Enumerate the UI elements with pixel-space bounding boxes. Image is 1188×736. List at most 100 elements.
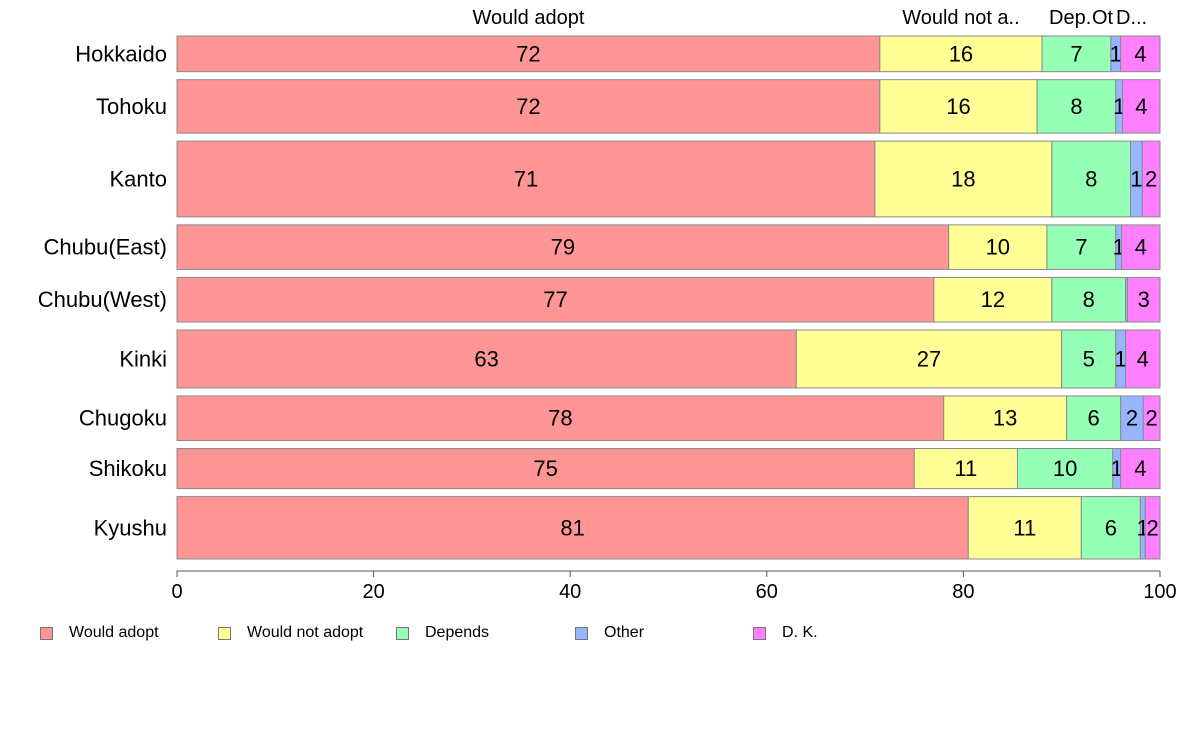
- data-label: 72: [516, 41, 540, 66]
- legend: Would adopt Would not adopt Depends Othe…: [0, 624, 1188, 648]
- data-label: 71: [514, 167, 538, 192]
- top-series-label: Would not a..: [902, 7, 1019, 29]
- x-tick-label: 80: [952, 581, 974, 603]
- bar-segment: [795, 329, 1063, 389]
- category-label: Kanto: [110, 167, 168, 192]
- bar-segment: [1141, 140, 1161, 218]
- data-label: 7: [1070, 41, 1082, 66]
- legend-item-depends: Depends: [396, 624, 489, 642]
- data-label: 79: [551, 235, 575, 260]
- bar-segment: [1036, 79, 1117, 134]
- category-label: Chugoku: [79, 406, 167, 431]
- x-tick-label: 20: [362, 581, 384, 603]
- data-label: 27: [917, 346, 941, 371]
- data-label: 18: [951, 167, 975, 192]
- legend-label: Would adopt: [69, 624, 159, 641]
- bar-segment: [1121, 224, 1161, 270]
- bar-segment: [1122, 79, 1161, 134]
- category-label: Chubu(West): [38, 287, 167, 312]
- data-label: 2: [1126, 406, 1138, 431]
- bar-segment: [1127, 276, 1161, 323]
- bar-segment: [1061, 329, 1117, 389]
- bar-segment: [176, 224, 950, 270]
- data-label: 10: [986, 235, 1010, 260]
- bar-segment: [1041, 35, 1112, 73]
- data-label: 81: [560, 515, 584, 540]
- legend-label: Other: [604, 624, 645, 641]
- bar-segment: [176, 79, 881, 134]
- data-label: 75: [533, 456, 557, 481]
- data-label: 11: [1013, 515, 1036, 540]
- top-series-label: Would adopt: [472, 7, 584, 29]
- data-label: 2: [1145, 167, 1157, 192]
- bar-segment: [1046, 224, 1117, 270]
- category-label: Tohoku: [96, 94, 167, 119]
- data-label: 5: [1083, 346, 1095, 371]
- bar-segment: [176, 35, 881, 73]
- x-tick-label: 100: [1143, 581, 1176, 603]
- data-label: 4: [1134, 456, 1146, 481]
- data-label: 4: [1134, 41, 1146, 66]
- bar-segment: [933, 276, 1053, 323]
- data-label: 63: [474, 346, 498, 371]
- top-series-label: Ot: [1092, 7, 1114, 29]
- data-label: 2: [1147, 515, 1159, 540]
- legend-label: Would not adopt: [247, 624, 364, 641]
- x-tick-label: 60: [756, 581, 778, 603]
- data-label: 10: [1053, 456, 1077, 481]
- bar-segment: [967, 496, 1082, 560]
- x-tick-label: 40: [559, 581, 581, 603]
- data-label: 13: [993, 406, 1017, 431]
- bar-segment: [913, 448, 1018, 490]
- data-label: 2: [1146, 406, 1158, 431]
- category-label: Shikoku: [89, 456, 167, 481]
- data-label: 3: [1138, 287, 1150, 312]
- bar-segment: [1120, 35, 1161, 73]
- data-label: 16: [946, 94, 970, 119]
- bar-segment: [874, 140, 1053, 218]
- bar-segment: [176, 395, 945, 442]
- bar-segment: [176, 276, 935, 323]
- data-label: 77: [543, 287, 567, 312]
- legend-swatch: [575, 626, 588, 640]
- bar-segment: [1144, 496, 1161, 560]
- top-series-label: D...: [1116, 7, 1147, 29]
- data-label: 8: [1085, 167, 1097, 192]
- legend-label: Depends: [425, 624, 490, 641]
- data-label: 1: [1110, 41, 1122, 66]
- legend-swatch: [40, 626, 53, 640]
- bar-segment: [1051, 276, 1127, 323]
- bar-segment: [1066, 395, 1122, 442]
- bar-segment: [948, 224, 1048, 270]
- data-label: 4: [1135, 94, 1147, 119]
- category-label: Hokkaido: [75, 41, 167, 66]
- data-label: 1: [1115, 346, 1127, 371]
- data-label: 1: [1111, 456, 1123, 481]
- data-label: 7: [1075, 235, 1087, 260]
- legend-item-dk: D. K.: [753, 624, 818, 642]
- bar-segment: [1120, 448, 1161, 490]
- bar-segment: [1125, 329, 1161, 389]
- category-label: Chubu(East): [43, 235, 167, 260]
- data-label: 8: [1070, 94, 1082, 119]
- data-label: 1: [1130, 167, 1142, 192]
- bar-segment: [1051, 140, 1132, 218]
- data-label: 4: [1135, 235, 1147, 260]
- data-label: 16: [949, 41, 973, 66]
- data-label: 6: [1105, 515, 1117, 540]
- bar-segment: [176, 496, 969, 560]
- legend-item-other: Other: [575, 624, 644, 642]
- legend-item-would-adopt: Would adopt: [40, 624, 159, 642]
- data-label: 11: [954, 456, 977, 481]
- category-label: Kyushu: [94, 515, 167, 540]
- data-label: 4: [1137, 346, 1149, 371]
- data-label: 78: [548, 406, 572, 431]
- bar-segment: [1142, 395, 1161, 442]
- category-label: Kinki: [119, 346, 167, 371]
- legend-swatch: [396, 626, 409, 640]
- legend-swatch: [218, 626, 231, 640]
- x-tick-label: 0: [171, 581, 182, 603]
- bar-segment: [176, 140, 876, 218]
- bar-segment: [176, 448, 915, 490]
